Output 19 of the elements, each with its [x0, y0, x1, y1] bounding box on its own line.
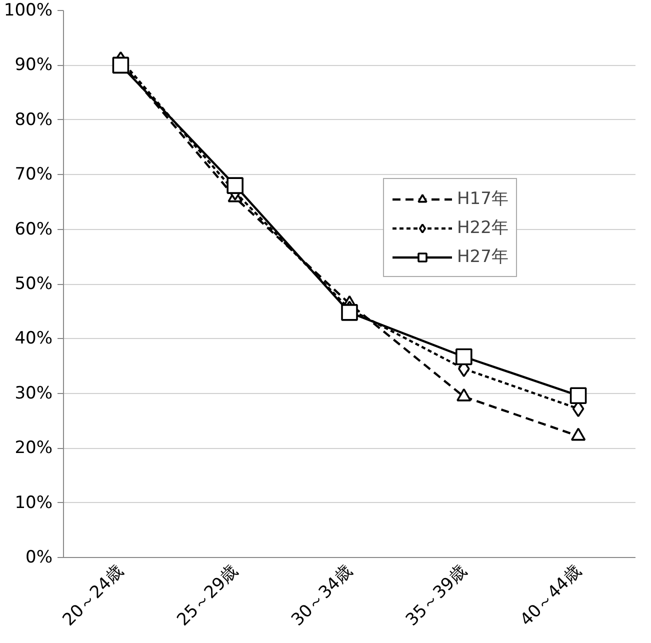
legend-label: H27年 [457, 246, 508, 268]
y-tick-label: 70% [14, 164, 53, 185]
x-tick-label: 40～44歳 [516, 561, 586, 630]
y-tick-label: 80% [14, 110, 53, 130]
y-tick-label: 30% [14, 383, 53, 404]
y-tick-label: 50% [14, 274, 53, 294]
y-tick-label: 100% [4, 0, 53, 20]
y-tick-label: 40% [14, 328, 53, 349]
y-tick-label: 20% [14, 438, 53, 458]
y-tick-label: 60% [14, 219, 53, 240]
y-tick-label: 0% [26, 548, 53, 568]
legend-label: H22年 [457, 217, 508, 239]
x-tick-label: 30～34歳 [288, 561, 357, 630]
legend-label: H17年 [457, 188, 508, 210]
x-tick-label: 20～24歳 [58, 561, 128, 630]
y-tick-label: 10% [14, 492, 53, 513]
x-tick-label: 25～29歳 [173, 561, 242, 630]
y-tick-label: 90% [14, 55, 53, 76]
x-tick-label: 35～39歳 [402, 561, 471, 630]
